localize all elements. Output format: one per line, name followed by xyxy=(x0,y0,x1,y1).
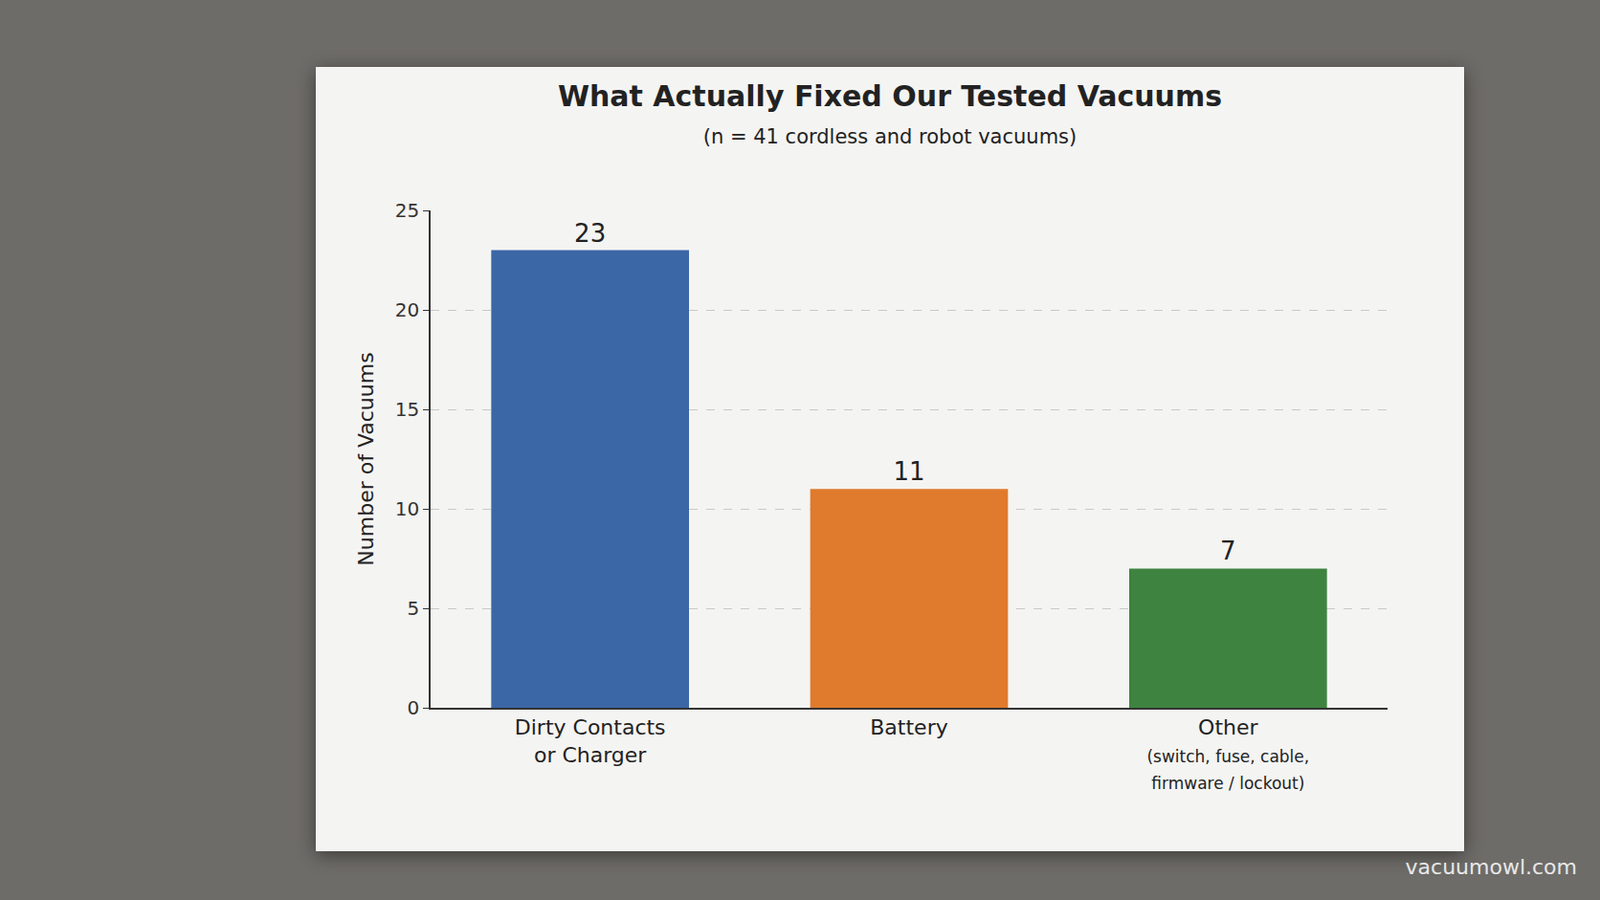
svg-text:25: 25 xyxy=(395,199,420,223)
svg-text:Number of Vacuums: Number of Vacuums xyxy=(354,352,378,566)
svg-text:20: 20 xyxy=(395,298,420,322)
svg-text:7: 7 xyxy=(1220,536,1237,566)
svg-text:10: 10 xyxy=(395,497,420,521)
svg-text:23: 23 xyxy=(574,219,606,248)
svg-text:What Actually Fixed Our Tested: What Actually Fixed Our Tested Vacuums(n… xyxy=(557,79,1223,149)
svg-text:15: 15 xyxy=(395,398,420,422)
svg-text:Battery: Battery xyxy=(869,715,948,740)
html-text:vacuumowl.com: vacuumowl.com xyxy=(1405,855,1578,880)
svg-text:Other(switch, fuse, cable,firm: Other(switch, fuse, cable,firmware / loc… xyxy=(1146,715,1310,794)
svg-text:0: 0 xyxy=(407,696,421,720)
svg-text:5: 5 xyxy=(407,597,421,621)
svg-text:11: 11 xyxy=(892,457,925,487)
svg-text:Dirty Contactsor Charger: Dirty Contactsor Charger xyxy=(514,715,667,768)
